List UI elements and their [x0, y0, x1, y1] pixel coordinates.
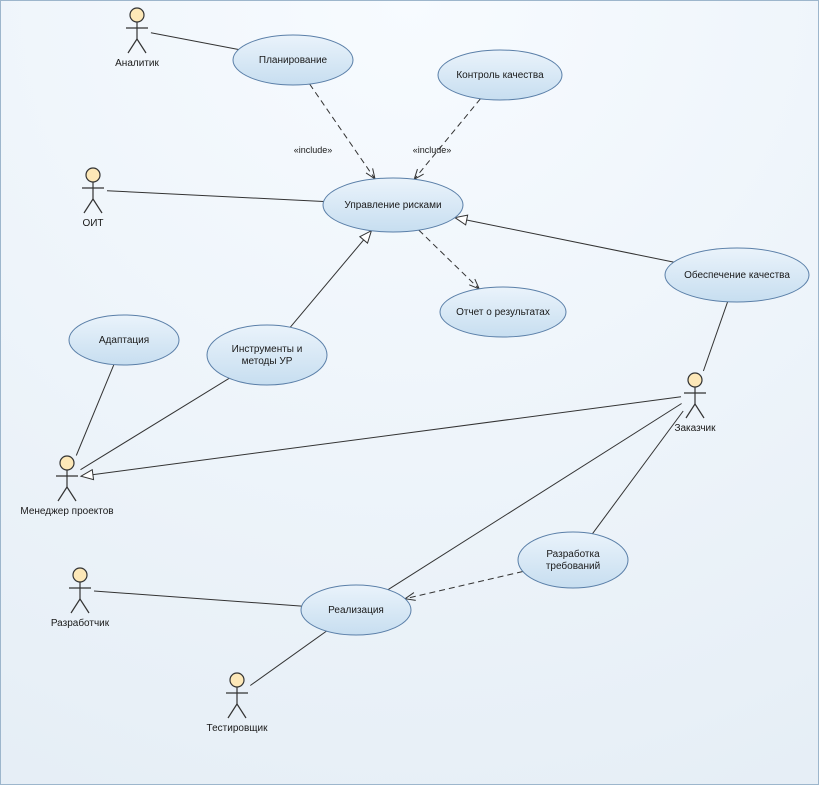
usecase-label: Отчет о результатах [456, 307, 550, 318]
usecase-label: Инструменты и [232, 344, 303, 355]
usecase-qc: Контроль качества [438, 50, 562, 100]
stereotype-label: «include» [413, 145, 452, 155]
usecase-label: методы УР [242, 356, 293, 367]
usecase-label: требований [546, 560, 600, 572]
stereotype-label: «include» [294, 145, 333, 155]
usecase-planning: Планирование [233, 35, 353, 85]
usecase-label: Обеспечение качества [684, 269, 790, 281]
usecase-label: Разработка [546, 548, 600, 560]
usecase-label: Планирование [259, 55, 328, 66]
usecase-label: Реализация [328, 605, 384, 616]
actor-label: Разработчик [51, 617, 110, 629]
actor-label: Аналитик [115, 58, 159, 69]
actor-label: Тестировщик [207, 723, 269, 734]
actor-label: Заказчик [674, 423, 716, 434]
actor-label: Менеджер проектов [20, 506, 113, 517]
usecase-label: Контроль качества [456, 70, 544, 81]
usecase-impl: Реализация [301, 585, 411, 635]
use-case-diagram: Планирование Контроль качества Управление … [0, 0, 819, 785]
usecase-risk: Управление рисками [323, 178, 463, 232]
usecase-qa: Обеспечение качества [665, 248, 809, 302]
actor-label: ОИТ [82, 218, 103, 229]
usecase-report: Отчет о результатах [440, 287, 566, 337]
usecase-label: Управление рисками [344, 200, 441, 211]
usecase-tools: Инструменты иметоды УР [207, 325, 327, 385]
usecase-adapt: Адаптация [69, 315, 179, 365]
usecase-label: Адаптация [99, 335, 149, 346]
usecase-reqs: Разработкатребований [518, 532, 628, 588]
